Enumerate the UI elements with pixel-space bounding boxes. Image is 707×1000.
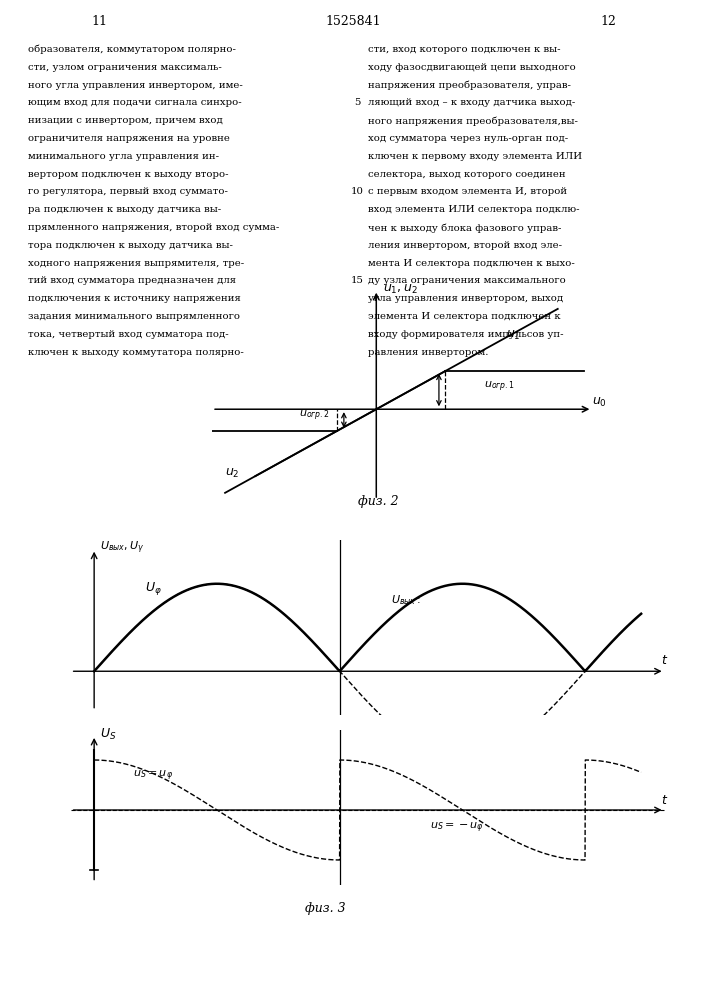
Text: ющим вход для подачи сигнала синхро-: ющим вход для подачи сигнала синхро- (28, 98, 242, 107)
Text: угла управления инвертором, выход: угла управления инвертором, выход (368, 294, 563, 303)
Text: $u_1$: $u_1$ (506, 329, 520, 342)
Text: $U_{\rm\mathit{вых}}:$: $U_{\rm\mathit{вых}}:$ (391, 593, 421, 607)
Text: 11: 11 (91, 15, 107, 28)
Text: $U_S$: $U_S$ (100, 726, 117, 742)
Text: чен к выходу блока фазового управ-: чен к выходу блока фазового управ- (368, 223, 561, 233)
Text: задания минимального выпрямленного: задания минимального выпрямленного (28, 312, 240, 321)
Text: сти, узлом ограничения максималь-: сти, узлом ограничения максималь- (28, 63, 222, 72)
Text: $t$: $t$ (660, 654, 668, 667)
Text: ключен к первому входу элемента ИЛИ: ключен к первому входу элемента ИЛИ (368, 152, 582, 161)
Text: 5: 5 (354, 98, 361, 107)
Text: вход элемента ИЛИ селектора подклю-: вход элемента ИЛИ селектора подклю- (368, 205, 579, 214)
Text: физ. 3: физ. 3 (305, 902, 346, 915)
Text: 15: 15 (351, 276, 363, 285)
Text: мента И селектора подключен к выхо-: мента И селектора подключен к выхо- (368, 259, 574, 268)
Text: го регулятора, первый вход суммато-: го регулятора, первый вход суммато- (28, 187, 228, 196)
Text: ляющий вход – к входу датчика выход-: ляющий вход – к входу датчика выход- (368, 98, 575, 107)
Text: $u_S = -u_\varphi$: $u_S = -u_\varphi$ (430, 820, 484, 835)
Text: элемента И селектора подключен к: элемента И селектора подключен к (368, 312, 560, 321)
Text: входу формирователя импульсов уп-: входу формирователя импульсов уп- (368, 330, 563, 339)
Text: $U_{\rm\mathit{вых}}, U_\gamma$: $U_{\rm\mathit{вых}}, U_\gamma$ (100, 540, 145, 556)
Text: ного напряжения преобразователя,вы-: ного напряжения преобразователя,вы- (368, 116, 578, 126)
Text: ходного напряжения выпрямителя, тре-: ходного напряжения выпрямителя, тре- (28, 259, 245, 268)
Text: образователя, коммутатором полярно-: образователя, коммутатором полярно- (28, 45, 236, 54)
Text: низации с инвертором, причем вход: низации с инвертором, причем вход (28, 116, 223, 125)
Text: $u_{\rm\mathit{огр.}1}$: $u_{\rm\mathit{огр.}1}$ (484, 379, 515, 394)
Text: $u_0$: $u_0$ (592, 395, 607, 409)
Text: ления инвертором, второй вход эле-: ления инвертором, второй вход эле- (368, 241, 561, 250)
Text: $u_{\rm\mathit{огр.}2}$: $u_{\rm\mathit{огр.}2}$ (298, 409, 329, 423)
Text: $u_2$: $u_2$ (225, 467, 240, 480)
Text: ограничителя напряжения на уровне: ограничителя напряжения на уровне (28, 134, 230, 143)
Text: с первым входом элемента И, второй: с первым входом элемента И, второй (368, 187, 567, 196)
Text: 10: 10 (351, 187, 363, 196)
Text: ного угла управления инвертором, име-: ного угла управления инвертором, име- (28, 81, 243, 90)
Text: ключен к выходу коммутатора полярно-: ключен к выходу коммутатора полярно- (28, 348, 244, 357)
Text: минимального угла управления ин-: минимального угла управления ин- (28, 152, 219, 161)
Text: тора подключен к выходу датчика вы-: тора подключен к выходу датчика вы- (28, 241, 233, 250)
Text: $u_S = u_\varphi$: $u_S = u_\varphi$ (133, 769, 173, 783)
Text: напряжения преобразователя, управ-: напряжения преобразователя, управ- (368, 81, 571, 90)
Text: $u_1, u_2$: $u_1, u_2$ (382, 283, 418, 296)
Text: 12: 12 (600, 15, 616, 28)
Text: подключения к источнику напряжения: подключения к источнику напряжения (28, 294, 241, 303)
Text: ходу фазосдвигающей цепи выходного: ходу фазосдвигающей цепи выходного (368, 63, 575, 72)
Text: селектора, выход которого соединен: селектора, выход которого соединен (368, 170, 566, 179)
Text: сти, вход которого подключен к вы-: сти, вход которого подключен к вы- (368, 45, 560, 54)
Text: 1525841: 1525841 (326, 15, 381, 28)
Text: $t$: $t$ (660, 794, 668, 807)
Text: вертором подключен к выходу второ-: вертором подключен к выходу второ- (28, 170, 229, 179)
Text: ду узла ограничения максимального: ду узла ограничения максимального (368, 276, 566, 285)
Text: прямленного напряжения, второй вход сумма-: прямленного напряжения, второй вход сумм… (28, 223, 279, 232)
Text: физ. 2: физ. 2 (358, 495, 399, 508)
Text: ход сумматора через нуль-орган под-: ход сумматора через нуль-орган под- (368, 134, 568, 143)
Text: тока, четвертый вход сумматора под-: тока, четвертый вход сумматора под- (28, 330, 229, 339)
Text: тий вход сумматора предназначен для: тий вход сумматора предназначен для (28, 276, 236, 285)
Text: $U_\varphi$: $U_\varphi$ (145, 580, 162, 597)
Text: равления инвертором.: равления инвертором. (368, 348, 488, 357)
Text: ра подключен к выходу датчика вы-: ра подключен к выходу датчика вы- (28, 205, 221, 214)
